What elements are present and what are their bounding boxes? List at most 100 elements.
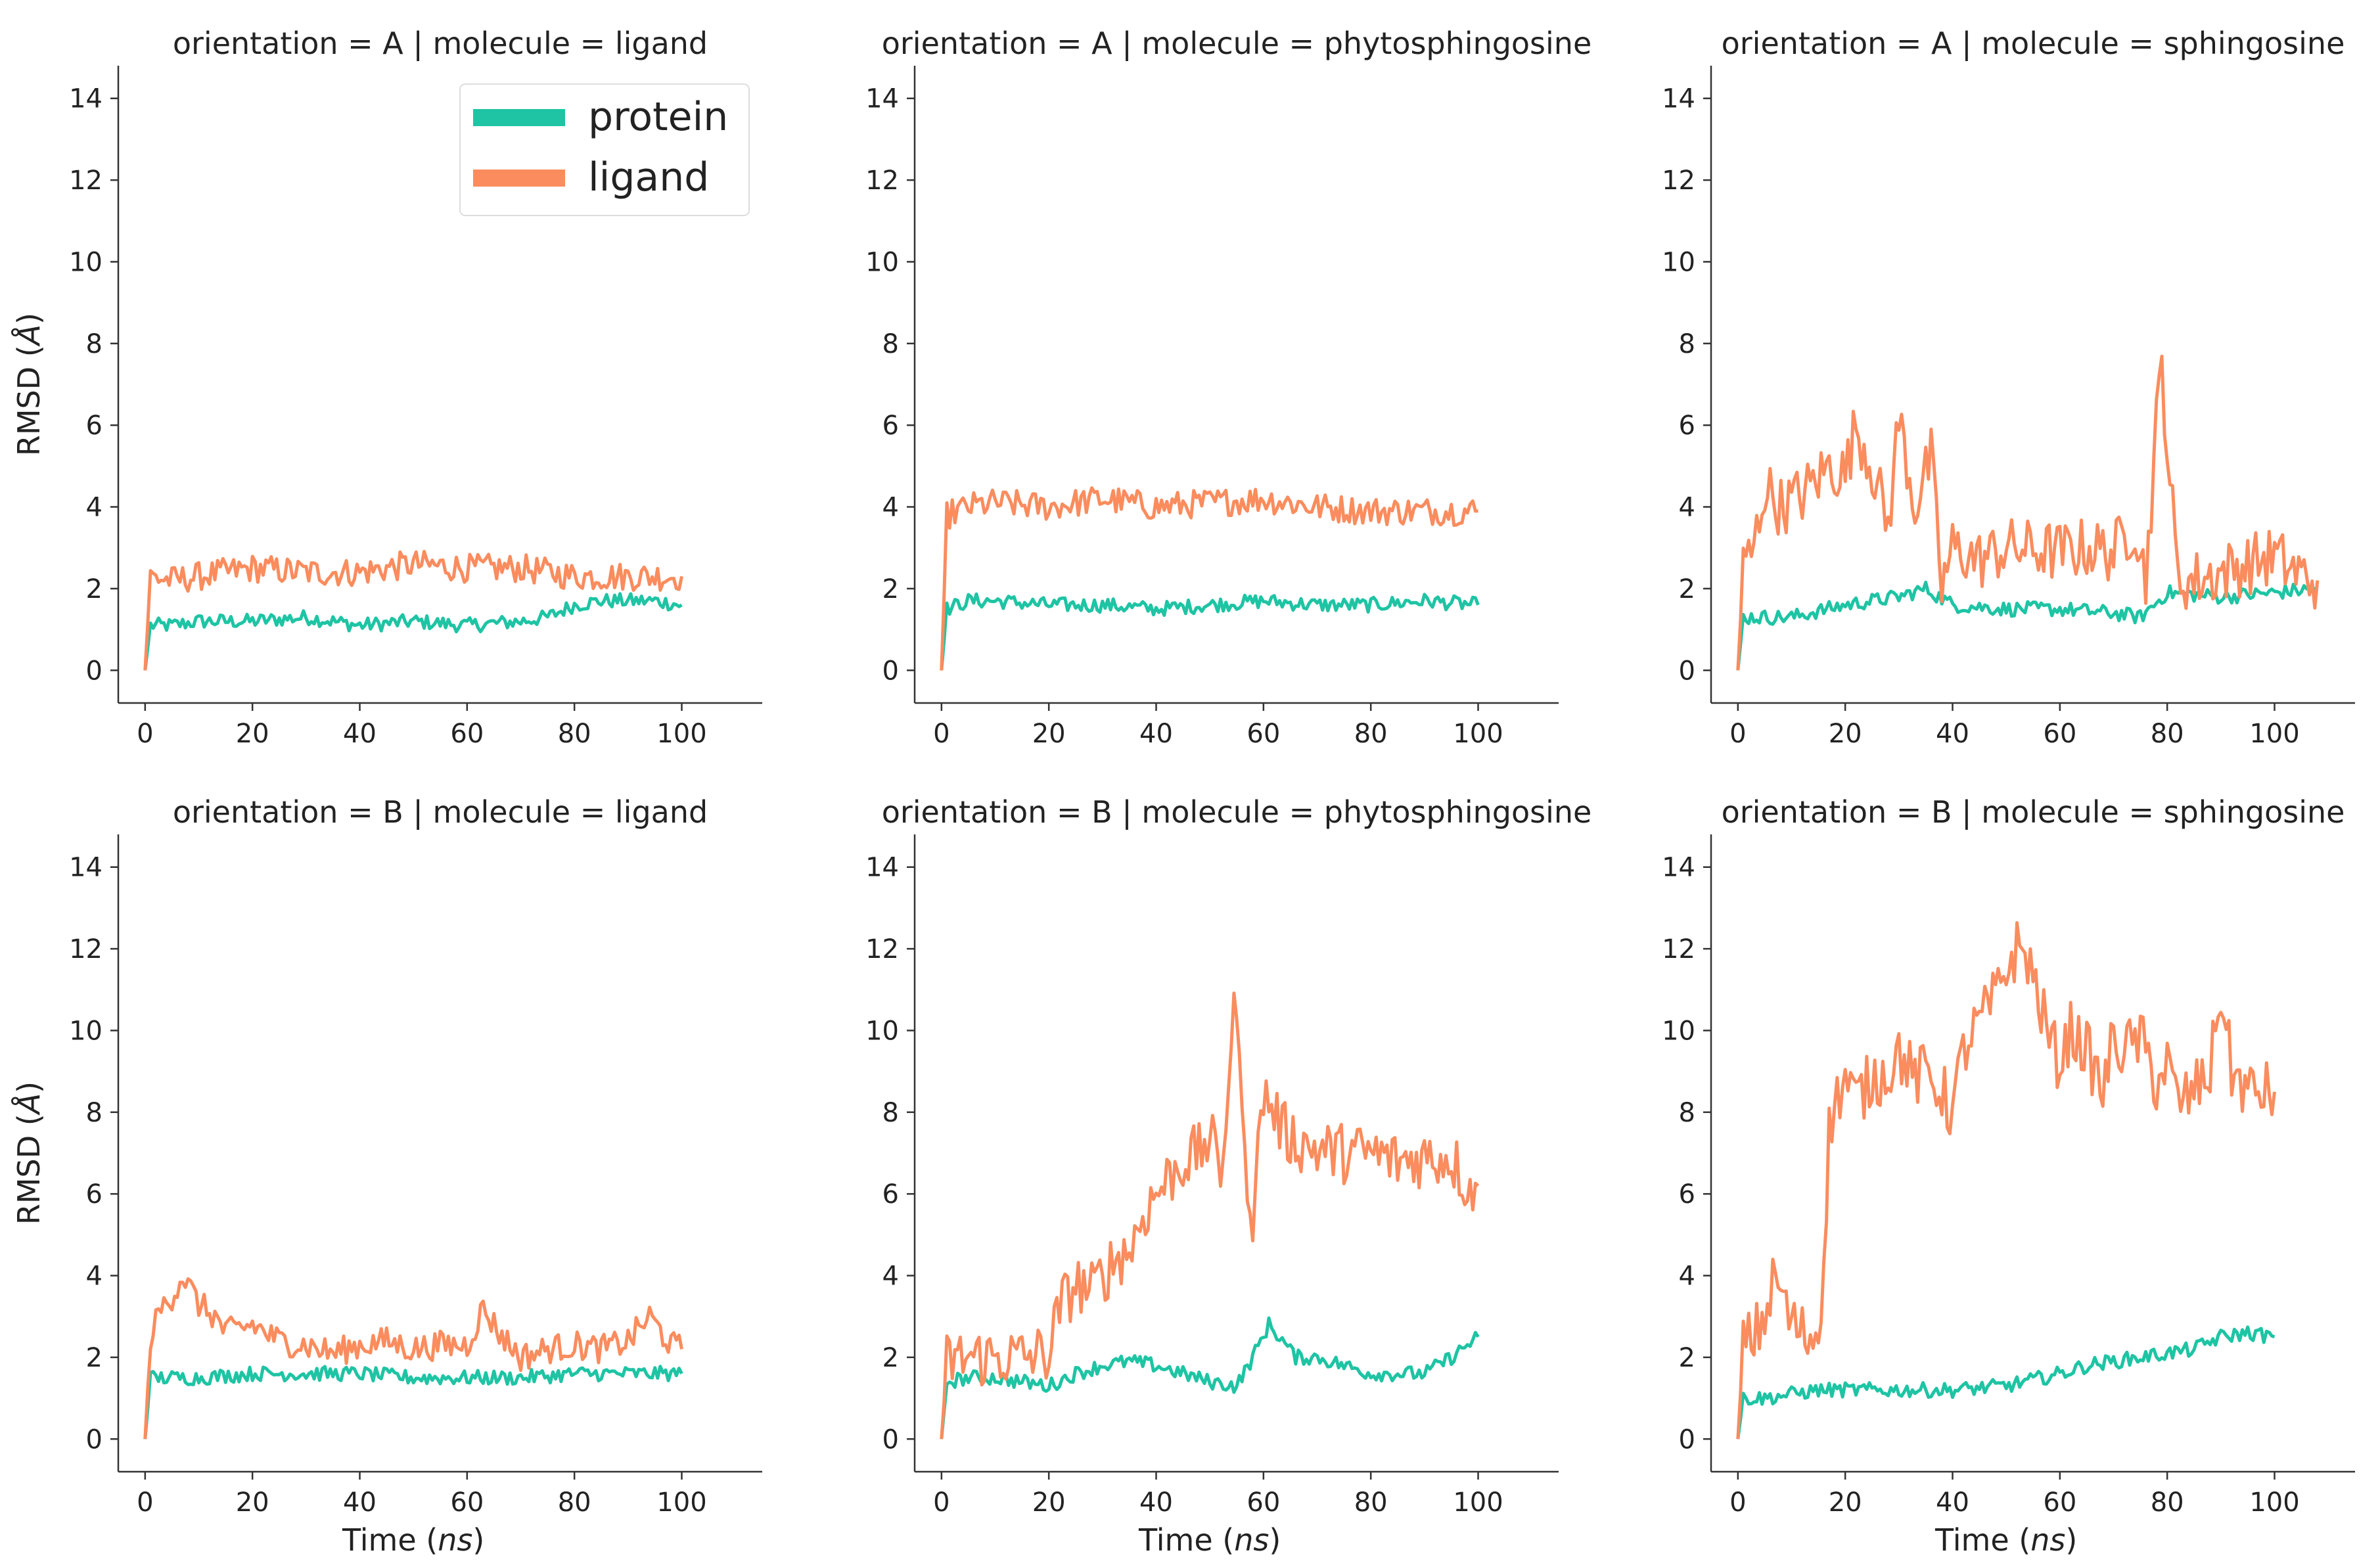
x-tick-label: 80 (2151, 719, 2184, 749)
y-tick-label: 12 (69, 166, 103, 196)
y-tick-label: 14 (1662, 84, 1695, 114)
x-tick-label: 80 (1354, 1487, 1388, 1518)
x-tick-label: 60 (2043, 1487, 2076, 1518)
y-tick-label: 8 (1679, 329, 1695, 359)
y-tick-label: 14 (865, 853, 899, 883)
x-tick-label: 40 (343, 1487, 377, 1518)
x-tick-label: 100 (2249, 1487, 2299, 1518)
x-tick-label: 100 (1453, 1487, 1503, 1518)
y-tick-label: 6 (1679, 411, 1695, 441)
y-tick-label: 14 (1662, 853, 1695, 883)
panel-2: orientation = A | molecule = phytosphing… (865, 26, 1591, 749)
panel-title: orientation = B | molecule = ligand (173, 794, 708, 830)
y-tick-label: 0 (1679, 656, 1695, 686)
y-tick-label: 0 (86, 656, 103, 686)
series-line-ligand (143, 549, 683, 671)
y-tick-label: 8 (882, 329, 899, 359)
y-tick-label: 14 (865, 84, 899, 114)
series-line-ligand (940, 991, 1480, 1440)
y-tick-label: 0 (1679, 1424, 1695, 1455)
y-tick-label: 14 (69, 84, 103, 114)
series-line-ligand (1736, 354, 2320, 671)
y-tick-label: 4 (1679, 1261, 1695, 1292)
series-line-protein (940, 1316, 1480, 1440)
y-tick-label: 10 (69, 247, 103, 277)
legend-label-ligand: ligand (588, 154, 709, 200)
y-tick-label: 14 (69, 853, 103, 883)
panel-1: orientation = A | molecule = ligand 0 2 4 6 8… (11, 26, 762, 749)
series-line-protein (1736, 580, 2318, 671)
x-tick-label: 40 (1139, 719, 1173, 749)
y-tick-label: 4 (86, 1261, 103, 1292)
y-tick-label: 2 (882, 1343, 899, 1373)
x-tick-label: 20 (1032, 1487, 1066, 1518)
x-tick-label: 0 (933, 1487, 950, 1518)
y-tick-label: 6 (882, 1179, 899, 1210)
y-tick-label: 6 (86, 1179, 103, 1210)
y-tick-label: 12 (865, 934, 899, 964)
x-axis-label: Time (ns) (342, 1522, 484, 1558)
y-tick-label: 12 (69, 934, 103, 964)
legend-label-protein: protein (588, 94, 728, 140)
panel-title: orientation = B | molecule = sphingosine (1722, 794, 2345, 830)
x-tick-label: 100 (1453, 719, 1503, 749)
x-tick-label: 0 (137, 719, 153, 749)
y-tick-label: 10 (1662, 1016, 1695, 1046)
x-tick-label: 80 (2151, 1487, 2184, 1518)
panel-title: orientation = A | molecule = phytosphing… (882, 26, 1592, 62)
y-tick-label: 2 (86, 1343, 103, 1373)
y-tick-label: 8 (86, 329, 103, 359)
x-tick-label: 20 (1829, 719, 1862, 749)
y-tick-label: 10 (69, 1016, 103, 1046)
y-axis-label: RMSD (Å) (11, 313, 47, 456)
y-tick-label: 4 (1679, 493, 1695, 523)
y-tick-label: 8 (86, 1098, 103, 1128)
x-tick-label: 60 (450, 719, 484, 749)
x-tick-label: 60 (2043, 719, 2076, 749)
y-tick-label: 10 (1662, 247, 1695, 277)
y-tick-label: 0 (86, 1424, 103, 1455)
panel-6: orientation = B | molecule = sphingosine… (1662, 794, 2355, 1558)
y-tick-label: 2 (1679, 1343, 1695, 1373)
y-tick-label: 0 (882, 656, 899, 686)
y-tick-label: 4 (882, 1261, 899, 1292)
x-tick-label: 40 (1936, 1487, 1969, 1518)
y-tick-label: 8 (1679, 1098, 1695, 1128)
series-line-protein (143, 1365, 683, 1440)
x-tick-label: 100 (656, 719, 706, 749)
panel-title: orientation = B | molecule = phytosphing… (882, 794, 1592, 830)
series-line-protein (1736, 1325, 2276, 1440)
y-tick-label: 10 (865, 247, 899, 277)
x-tick-label: 60 (1247, 1487, 1280, 1518)
x-tick-label: 60 (450, 1487, 484, 1518)
x-axis-label: Time (ns) (1934, 1522, 2077, 1558)
x-tick-label: 0 (1729, 719, 1746, 749)
panel-title: orientation = A | molecule = sphingosine (1722, 26, 2345, 62)
x-tick-label: 20 (1032, 719, 1066, 749)
legend: protein ligand (459, 83, 750, 216)
series-line-ligand (143, 1277, 683, 1440)
x-tick-label: 0 (137, 1487, 153, 1518)
y-tick-label: 4 (86, 493, 103, 523)
y-tick-label: 6 (882, 411, 899, 441)
x-tick-label: 20 (236, 719, 269, 749)
panel-5: orientation = B | molecule = phytosphing… (865, 794, 1591, 1558)
x-tick-label: 20 (1829, 1487, 1862, 1518)
x-tick-label: 80 (558, 719, 591, 749)
y-tick-label: 10 (865, 1016, 899, 1046)
panel-3: orientation = A | molecule = sphingosine… (1662, 26, 2355, 749)
x-tick-label: 80 (1354, 719, 1388, 749)
y-tick-label: 6 (1679, 1179, 1695, 1210)
legend-swatch-protein (473, 109, 565, 126)
x-tick-label: 0 (933, 719, 950, 749)
x-tick-label: 80 (558, 1487, 591, 1518)
y-axis-label: RMSD (Å) (11, 1081, 47, 1225)
x-tick-label: 60 (1247, 719, 1280, 749)
y-tick-label: 6 (86, 411, 103, 441)
y-tick-label: 2 (1679, 574, 1695, 604)
y-tick-label: 12 (1662, 934, 1695, 964)
y-tick-label: 4 (882, 493, 899, 523)
x-tick-label: 100 (656, 1487, 706, 1518)
y-tick-label: 0 (882, 1424, 899, 1455)
